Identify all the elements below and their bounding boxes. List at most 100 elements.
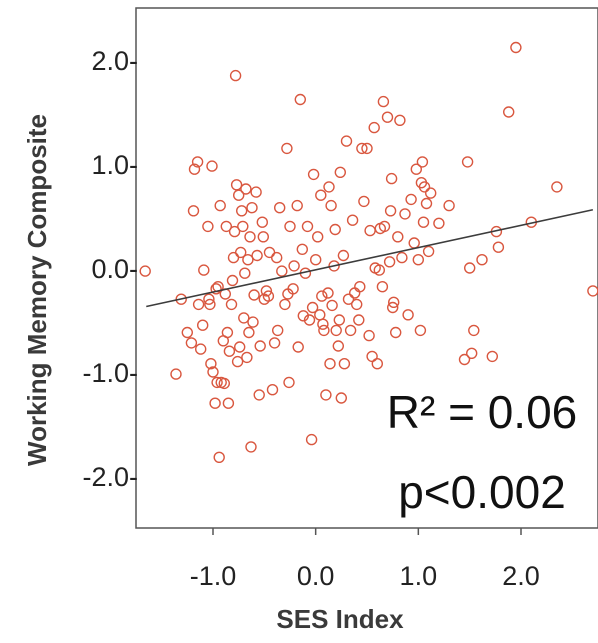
data-point: [307, 168, 320, 181]
data-point: [139, 265, 151, 277]
data-point: [279, 298, 291, 311]
data-point: [503, 106, 515, 118]
data-point: [338, 358, 351, 370]
data-point: [310, 254, 322, 266]
data-point: [334, 166, 346, 179]
data-points: [139, 41, 598, 463]
x-tick-label: 1.0: [400, 561, 438, 591]
data-point: [387, 301, 399, 314]
data-point: [388, 296, 400, 308]
data-point: [237, 220, 249, 233]
data-point: [170, 368, 182, 380]
data-point: [213, 451, 225, 463]
data-point: [376, 281, 389, 293]
data-point: [301, 220, 314, 233]
x-tick-label: 2.0: [502, 561, 540, 591]
data-point: [211, 376, 223, 389]
data-point: [329, 223, 341, 236]
p-value-annotation: p<0.002: [398, 466, 566, 518]
data-point: [385, 172, 398, 185]
data-point: [312, 231, 324, 243]
data-point: [188, 163, 201, 175]
data-point: [371, 358, 383, 370]
y-axis-ticks: 2.0- 1.0- 0.0- -1.0- -2.0-: [82, 46, 138, 492]
data-point: [399, 208, 411, 220]
data-point: [225, 298, 238, 311]
data-point: [340, 135, 353, 147]
data-point: [272, 324, 284, 337]
data-point: [242, 254, 254, 266]
data-point: [266, 384, 279, 396]
data-point: [378, 220, 391, 233]
data-point: [323, 181, 335, 193]
data-point: [330, 324, 342, 337]
data-point: [425, 187, 437, 199]
data-point: [320, 389, 332, 401]
data-point: [202, 220, 214, 233]
data-point: [390, 326, 402, 339]
data-point: [486, 350, 498, 363]
data-point: [392, 231, 404, 243]
data-point: [358, 195, 370, 208]
plot-frame: [135, 7, 598, 529]
data-point: [346, 214, 359, 226]
data-point: [383, 256, 396, 268]
data-point: [344, 324, 357, 337]
data-point: [410, 163, 422, 175]
data-point: [191, 156, 204, 168]
data-point: [510, 41, 522, 54]
data-point: [233, 341, 246, 353]
data-point: [256, 216, 268, 228]
data-point: [492, 241, 505, 253]
data-point: [412, 254, 424, 266]
y-tick-label: 2.0-: [91, 46, 138, 76]
data-point: [349, 287, 361, 299]
data-point: [228, 225, 241, 238]
y-tick-label: -1.0-: [82, 358, 138, 388]
data-point: [226, 274, 239, 287]
data-point: [274, 201, 286, 214]
data-point: [187, 205, 200, 217]
data-point: [461, 156, 474, 168]
data-point: [322, 287, 334, 299]
data-point: [271, 251, 283, 264]
data-point: [414, 324, 427, 337]
data-point: [422, 245, 435, 258]
data-point: [443, 199, 455, 212]
data-point: [368, 121, 380, 134]
data-point: [332, 340, 344, 352]
data-point: [230, 179, 243, 191]
data-point: [209, 397, 221, 409]
data-point: [232, 189, 245, 201]
data-point: [408, 237, 420, 249]
data-point: [337, 249, 350, 262]
data-point: [254, 340, 266, 352]
data-point: [317, 318, 329, 330]
data-point: [292, 341, 304, 353]
data-point: [373, 264, 385, 276]
data-point: [263, 246, 276, 259]
data-point: [417, 216, 430, 228]
data-point: [335, 392, 347, 404]
data-point: [229, 69, 242, 82]
data-point: [318, 324, 330, 337]
data-point: [206, 160, 218, 172]
data-point: [276, 265, 288, 277]
data-point: [251, 249, 263, 262]
data-point: [363, 329, 375, 342]
regression-line: [146, 208, 594, 308]
data-point: [587, 285, 598, 297]
data-point: [476, 254, 488, 266]
data-point: [221, 326, 234, 339]
data-point: [458, 353, 471, 366]
data-point: [366, 350, 378, 363]
data-point: [356, 142, 368, 155]
data-point: [433, 217, 445, 230]
data-point: [268, 337, 281, 349]
data-point: [333, 314, 345, 326]
data-point: [396, 251, 408, 264]
data-point: [207, 366, 219, 378]
data-point: [204, 298, 216, 311]
y-tick-label: 0.0-: [91, 254, 138, 284]
data-point: [361, 142, 373, 155]
